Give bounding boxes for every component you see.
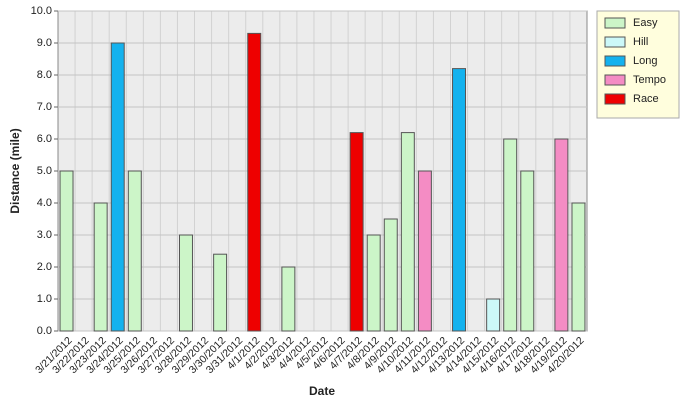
bar xyxy=(400,132,415,332)
y-tick-label: 5.0 xyxy=(37,165,52,177)
legend-swatch xyxy=(604,74,626,86)
legend-swatch xyxy=(604,55,626,67)
bar xyxy=(213,253,228,332)
bar xyxy=(110,42,125,332)
bar xyxy=(417,170,432,332)
y-tick-label: 1.0 xyxy=(37,293,52,305)
y-tick-label: 10.0 xyxy=(31,5,52,17)
bar xyxy=(486,298,501,332)
bar xyxy=(383,218,398,332)
bar xyxy=(281,266,296,332)
bar xyxy=(349,132,364,332)
legend-label: Long xyxy=(633,55,657,67)
legend-label: Hill xyxy=(633,36,648,48)
y-tick-label: 9.0 xyxy=(37,37,52,49)
bar xyxy=(554,138,569,332)
y-tick-label: 4.0 xyxy=(37,197,52,209)
legend-label: Easy xyxy=(633,17,658,29)
y-tick-label: 3.0 xyxy=(37,229,52,241)
bar xyxy=(59,170,74,332)
legend-label: Tempo xyxy=(633,74,666,86)
bar xyxy=(178,234,193,332)
x-axis-title: Date xyxy=(309,384,335,398)
bar xyxy=(127,170,142,332)
legend-swatch xyxy=(604,36,626,48)
bar xyxy=(571,202,586,332)
bar xyxy=(503,138,518,332)
bar xyxy=(452,68,467,332)
bar xyxy=(520,170,535,332)
y-tick-label: 7.0 xyxy=(37,101,52,113)
bar xyxy=(93,202,108,332)
y-tick-label: 6.0 xyxy=(37,133,52,145)
y-tick-label: 2.0 xyxy=(37,261,52,273)
legend-swatch xyxy=(604,17,626,29)
y-axis-title: Distance (mile) xyxy=(8,128,22,213)
y-tick-label: 0.0 xyxy=(37,325,52,337)
legend-label: Race xyxy=(633,93,659,105)
bar xyxy=(366,234,381,332)
legend-swatch xyxy=(604,93,626,105)
y-tick-label: 8.0 xyxy=(37,69,52,81)
bar xyxy=(247,32,262,332)
